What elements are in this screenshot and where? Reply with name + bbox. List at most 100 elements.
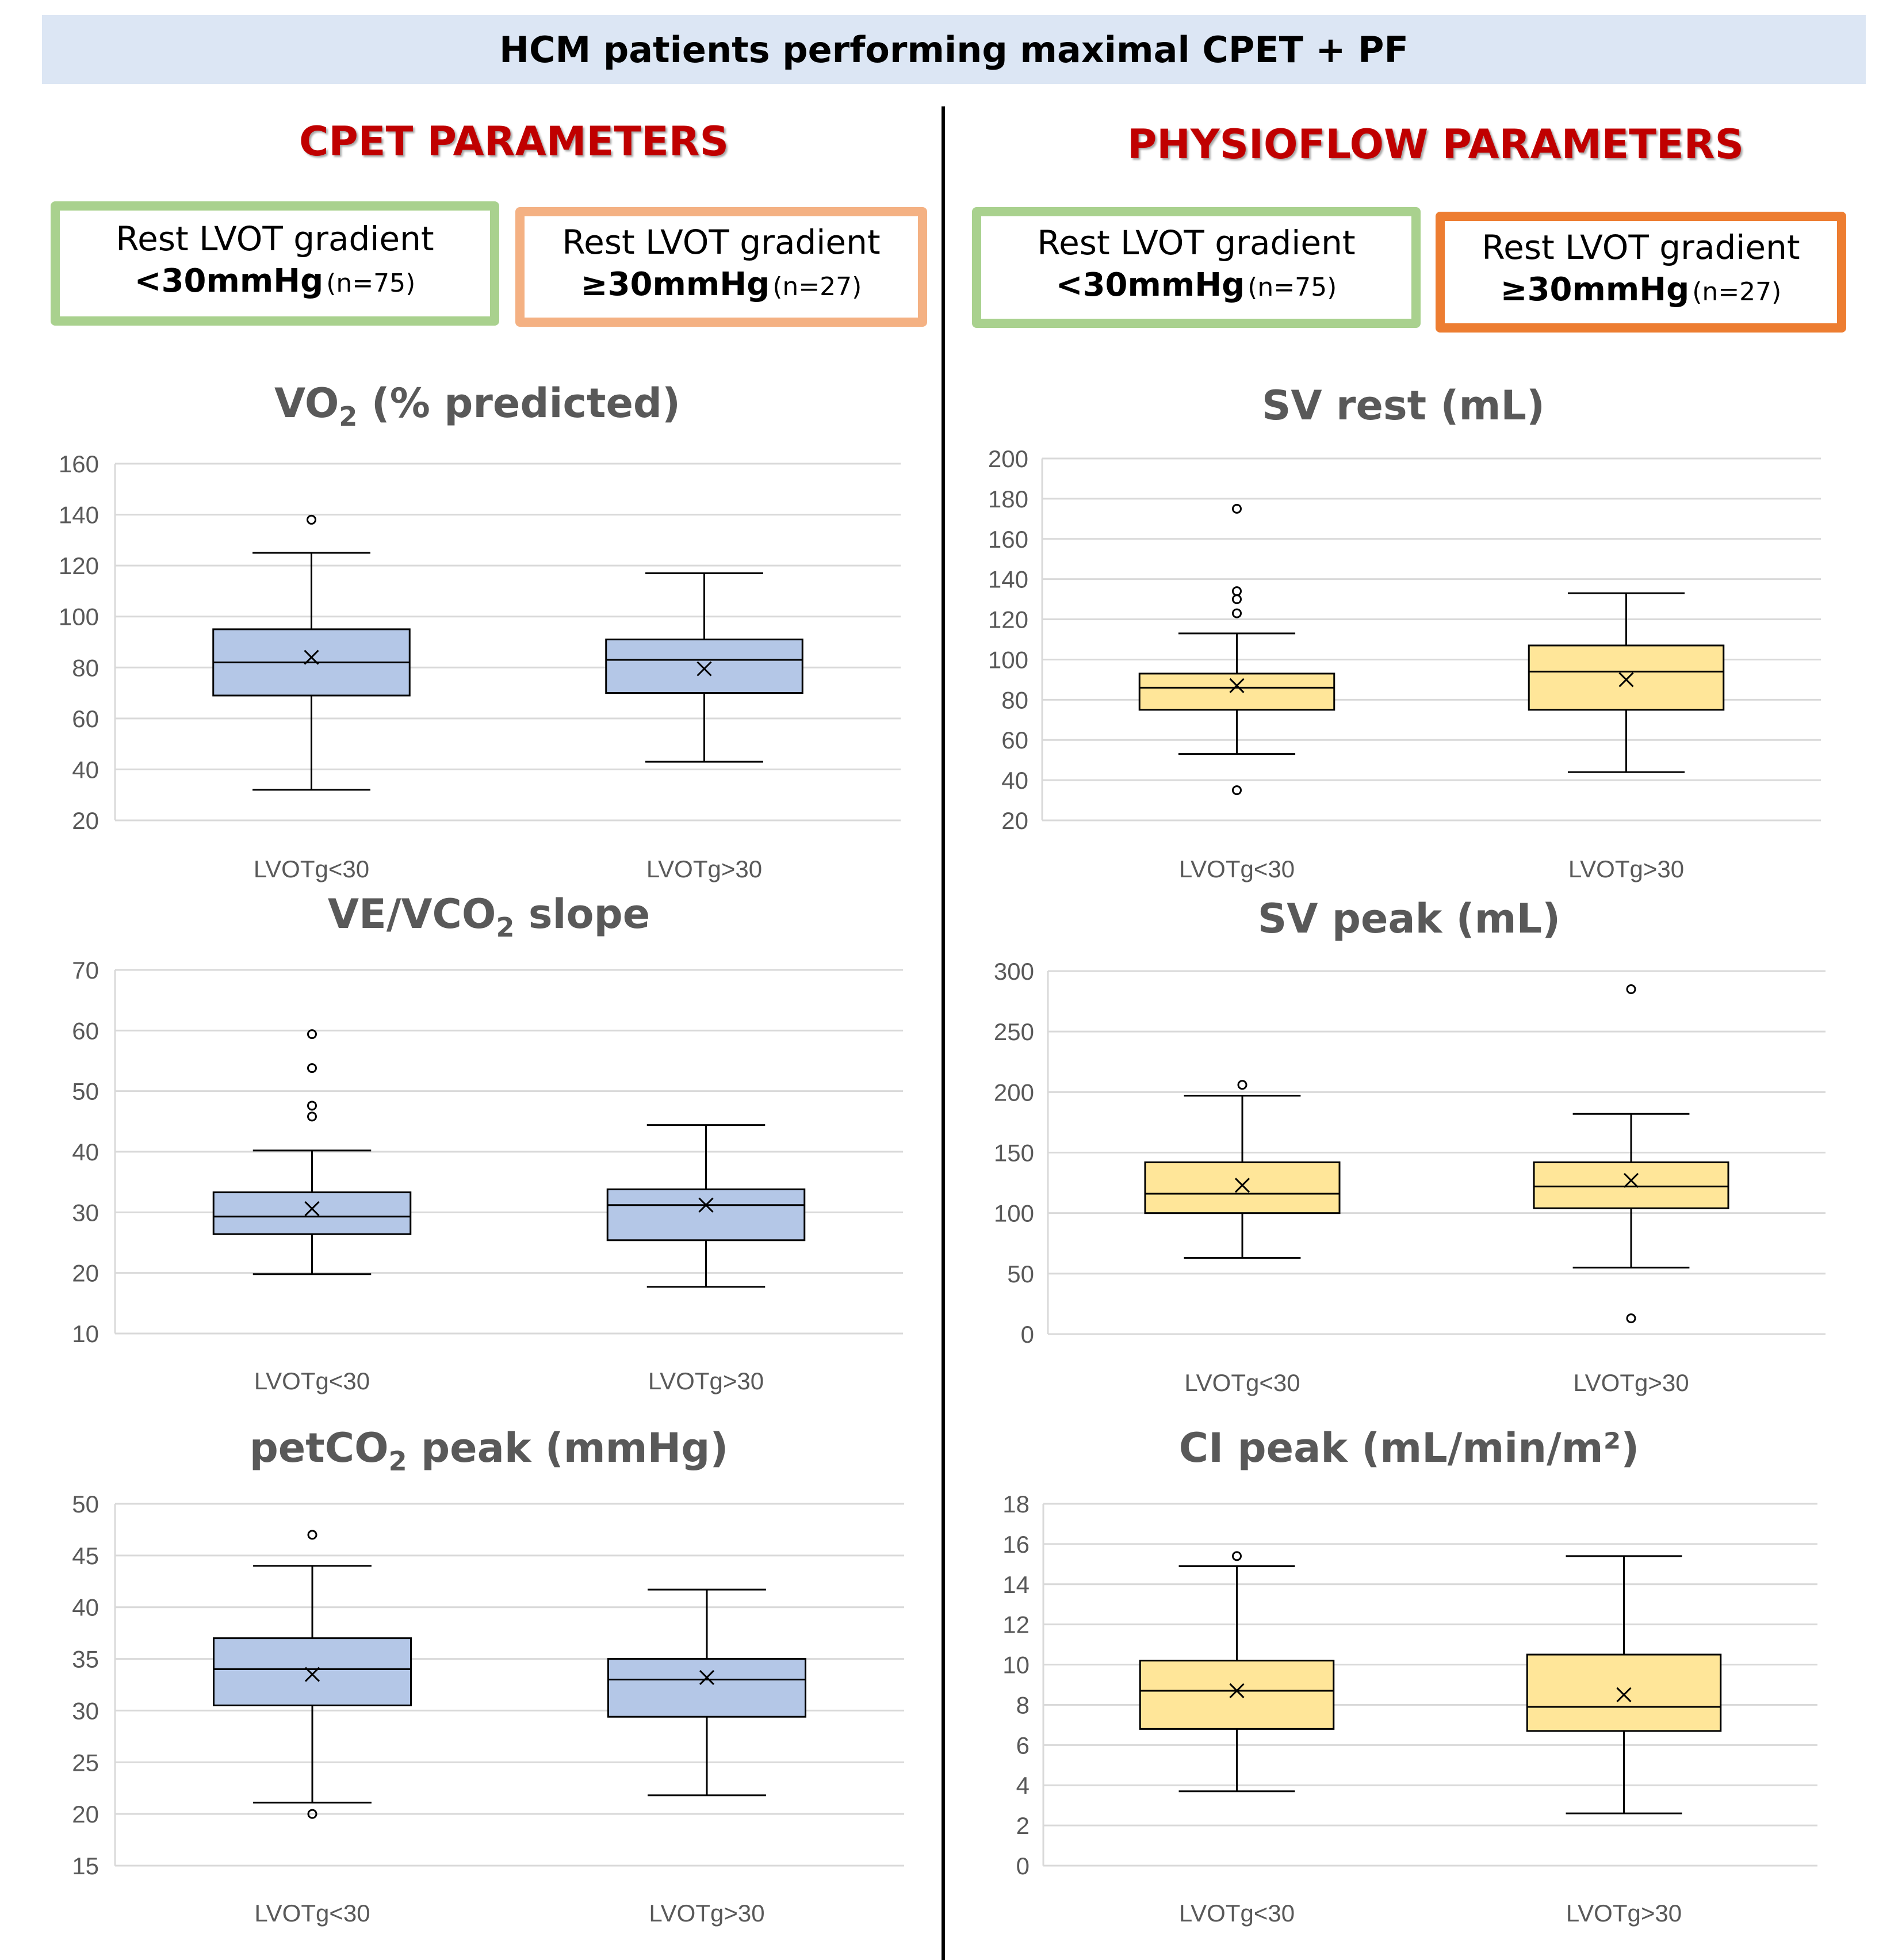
outlier-point	[1232, 785, 1242, 796]
group-box-value: ≥30mmHg	[580, 265, 770, 303]
y-tick-label: 160	[59, 450, 99, 477]
x-category-label: LVOTg<30	[1184, 1369, 1300, 1396]
box-iqr	[606, 1188, 806, 1241]
chart-title: VE/VCO2 slope	[0, 891, 978, 943]
outlier-point	[1626, 984, 1636, 995]
group-box-n: (n=75)	[1247, 272, 1337, 302]
mean-stroke	[1623, 1172, 1639, 1188]
y-tick-label: 14	[1002, 1571, 1030, 1598]
y-tick-label: 160	[988, 526, 1028, 553]
chart-plot: 20 40 60 80 100 120 140 160 180 200 LVOTg<30 LVOTg>…	[988, 445, 1821, 882]
group-box-label: Rest LVOT gradient	[562, 222, 881, 262]
chart-sv-peak: 0 50 100 150 200 250 300 LVOTg<30 LVOTg>30 SV pe…	[0, 895, 1902, 1401]
outlier-point	[1232, 594, 1242, 605]
y-tick-label: 30	[72, 1199, 99, 1226]
y-tick-label: 20	[1001, 807, 1028, 834]
box-iqr	[212, 1191, 412, 1235]
outlier-point	[1237, 1080, 1247, 1090]
outlier-point	[1232, 586, 1242, 597]
outlier-point	[1232, 1551, 1242, 1561]
mean-stroke	[1618, 672, 1634, 687]
y-tick-label: 80	[1001, 686, 1028, 713]
x-category-label: LVOTg>30	[1568, 855, 1684, 882]
y-tick-label: 140	[59, 502, 99, 529]
outlier-point	[1626, 1313, 1636, 1324]
chart-title-main: VO	[274, 380, 339, 427]
chart-title: SV rest (mL)	[943, 382, 1863, 429]
box-iqr	[605, 639, 803, 694]
y-tick-label: 200	[988, 445, 1028, 472]
group-box-label: Rest LVOT gradient	[116, 219, 434, 258]
chart-title: petCO2 peak (mmHg)	[0, 1424, 978, 1477]
y-tick-label: 150	[994, 1140, 1034, 1167]
mean-stroke	[696, 661, 712, 677]
box-mean-marker	[699, 1669, 715, 1685]
y-tick-label: 40	[72, 1594, 99, 1621]
outlier-point	[307, 1111, 317, 1122]
y-tick-label: 100	[59, 603, 99, 631]
group-box-label: Rest LVOT gradient	[1037, 223, 1356, 262]
chart-plot: 20 40 60 80 100 120 140 160 LVOTg<30 LVOTg>30	[59, 450, 901, 882]
outlier-point	[1232, 608, 1242, 618]
x-category-label: LVOTg>30	[648, 1367, 764, 1394]
x-category-label: LVOTg>30	[1566, 1900, 1682, 1927]
box-iqr	[1144, 1161, 1341, 1214]
y-tick-label: 4	[1016, 1772, 1030, 1799]
group-box-n: (n=27)	[1692, 277, 1782, 307]
y-tick-label: 20	[72, 807, 99, 834]
box-mean-marker	[1234, 1178, 1250, 1193]
y-tick-label: 60	[72, 705, 99, 732]
mean-stroke	[698, 1197, 714, 1213]
mean-stroke	[1229, 678, 1245, 693]
y-tick-label: 12	[1002, 1611, 1030, 1638]
outlier-point	[307, 1809, 317, 1819]
section-title-physioflow: PHYSIOFLOW PARAMETERS	[1127, 121, 1744, 168]
y-tick-label: 10	[72, 1320, 99, 1347]
y-tick-label: 200	[994, 1079, 1034, 1106]
box-iqr	[1139, 1660, 1335, 1730]
group-box-value: <30mmHg	[134, 262, 324, 300]
y-tick-label: 0	[1021, 1321, 1034, 1348]
x-category-label: LVOTg>30	[649, 1900, 764, 1927]
y-tick-label: 80	[72, 654, 99, 681]
box-mean-marker	[304, 649, 319, 665]
chart-title-main: petCO	[249, 1424, 389, 1472]
box-iqr	[1528, 644, 1725, 711]
group-box-pf-high: Rest LVOT gradient ≥30mmHg (n=27)	[1436, 212, 1846, 333]
box-mean-marker	[696, 661, 712, 677]
group-box-pf-low: Rest LVOT gradient <30mmHg (n=75)	[972, 207, 1421, 328]
group-box-value: ≥30mmHg	[1500, 270, 1690, 308]
outlier-point	[1232, 503, 1242, 514]
chart-title-main: CI peak (mL/min/m²)	[1178, 1424, 1640, 1472]
y-tick-label: 25	[72, 1749, 99, 1776]
y-tick-label: 50	[72, 1491, 99, 1518]
y-tick-label: 30	[72, 1697, 99, 1724]
chart-title-main: VE/VCO	[327, 891, 496, 938]
y-tick-label: 120	[988, 606, 1028, 633]
y-tick-label: 250	[994, 1018, 1034, 1045]
outlier-point	[307, 1029, 317, 1040]
mean-stroke	[1229, 1683, 1245, 1699]
y-tick-label: 8	[1016, 1691, 1030, 1718]
y-tick-label: 300	[994, 958, 1034, 985]
chart-title-rest: (% predicted)	[357, 380, 681, 427]
chart-sv-rest: 20 40 60 80 100 120 140 160 180 200 LVOTg<30 LVOTg>…	[0, 382, 1902, 888]
mean-stroke	[304, 649, 319, 665]
y-tick-label: 50	[72, 1078, 99, 1105]
box-iqr	[213, 1637, 412, 1706]
y-tick-label: 140	[988, 566, 1028, 593]
mean-stroke	[699, 1669, 715, 1685]
group-box-cpet-low: Rest LVOT gradient <30mmHg (n=75)	[51, 201, 499, 326]
box-mean-marker	[1616, 1687, 1632, 1703]
chart-title-main: SV peak (mL)	[1257, 895, 1561, 942]
y-tick-label: 100	[988, 646, 1028, 673]
y-tick-label: 20	[72, 1260, 99, 1287]
y-tick-label: 120	[59, 552, 99, 579]
box-mean-marker	[1229, 678, 1245, 693]
page-banner: HCM patients performing maximal CPET + P…	[42, 15, 1866, 84]
chart-ve-vco2: 10 20 30 40 50 60 70 LVOTg<30 LVOTg>30 VE/VCO2 s…	[0, 891, 943, 1397]
chart-title: CI peak (mL/min/m²)	[943, 1424, 1875, 1472]
box-iqr	[1533, 1161, 1729, 1209]
section-title-cpet: CPET PARAMETERS	[299, 118, 729, 165]
y-tick-label: 16	[1002, 1531, 1030, 1558]
